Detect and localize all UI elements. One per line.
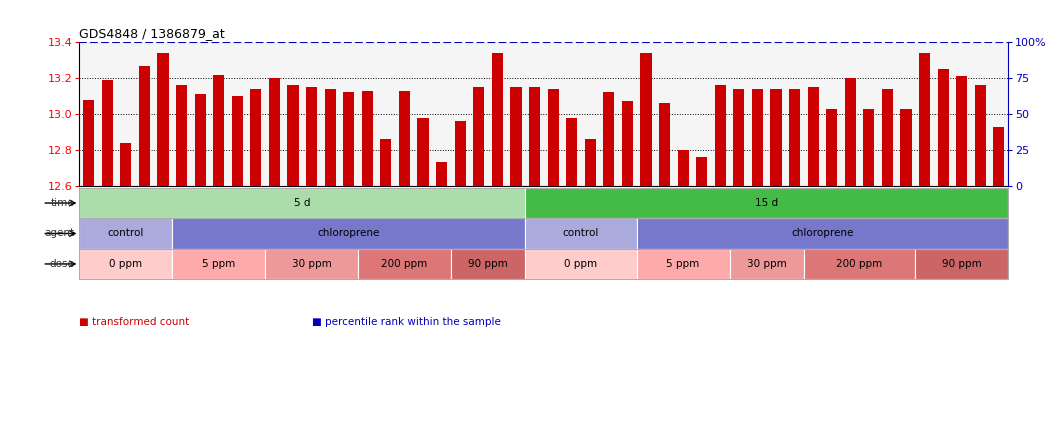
Bar [528, 87, 540, 186]
Bar [937, 69, 949, 186]
Bar [733, 89, 744, 186]
Text: time: time [51, 198, 74, 208]
Bar [678, 150, 688, 186]
Bar [525, 188, 1008, 218]
Bar [121, 143, 131, 186]
Bar [454, 121, 466, 186]
Text: 90 ppm: 90 ppm [468, 259, 508, 269]
Bar [863, 109, 875, 186]
Bar [882, 89, 893, 186]
Bar [636, 218, 1008, 249]
Text: ■ percentile rank within the sample: ■ percentile rank within the sample [312, 317, 501, 327]
Bar [510, 87, 521, 186]
Bar [417, 118, 429, 186]
Text: GDS4848 / 1386879_at: GDS4848 / 1386879_at [79, 27, 226, 40]
Bar [287, 85, 299, 186]
Text: 0 ppm: 0 ppm [564, 259, 597, 269]
Bar [525, 249, 636, 279]
Bar [195, 94, 205, 186]
Text: 30 ppm: 30 ppm [291, 259, 331, 269]
Bar [752, 89, 762, 186]
Bar [232, 96, 243, 186]
Bar [79, 249, 173, 279]
Bar [808, 87, 819, 186]
Text: 90 ppm: 90 ppm [941, 259, 982, 269]
Bar [173, 249, 265, 279]
Text: 30 ppm: 30 ppm [747, 259, 787, 269]
Bar [715, 85, 725, 186]
Bar [548, 89, 559, 186]
Bar [915, 249, 1008, 279]
Bar [900, 109, 912, 186]
Text: dose: dose [50, 259, 74, 269]
Bar [491, 53, 503, 186]
Bar [84, 100, 94, 186]
Text: 0 ppm: 0 ppm [109, 259, 142, 269]
Text: 15 d: 15 d [755, 198, 778, 208]
Bar [473, 87, 484, 186]
Bar [358, 249, 451, 279]
Bar [79, 218, 173, 249]
Text: 5 d: 5 d [294, 198, 310, 208]
Bar [139, 66, 150, 186]
Bar [604, 93, 614, 186]
Text: ■ transformed count: ■ transformed count [79, 317, 190, 327]
Bar [343, 93, 355, 186]
Bar [696, 157, 707, 186]
Bar [269, 78, 280, 186]
Bar [622, 102, 633, 186]
Bar [585, 139, 596, 186]
Bar [993, 126, 1004, 186]
Bar [641, 53, 651, 186]
Text: chloroprene: chloroprene [318, 228, 380, 239]
Bar [636, 249, 730, 279]
Bar [956, 77, 967, 186]
Bar [173, 218, 525, 249]
Bar [436, 162, 447, 186]
Bar [974, 85, 986, 186]
Bar [362, 91, 373, 186]
Bar [79, 188, 525, 218]
Text: 5 ppm: 5 ppm [202, 259, 235, 269]
Text: 200 ppm: 200 ppm [837, 259, 883, 269]
Text: 5 ppm: 5 ppm [666, 259, 700, 269]
Bar [306, 87, 318, 186]
Bar [213, 74, 225, 186]
Bar [730, 249, 804, 279]
Text: agent: agent [44, 228, 74, 239]
Bar [451, 249, 525, 279]
Bar [659, 103, 670, 186]
Bar [789, 89, 801, 186]
Bar [804, 249, 915, 279]
Bar [325, 89, 336, 186]
Text: control: control [108, 228, 144, 239]
Bar [265, 249, 358, 279]
Text: control: control [562, 228, 599, 239]
Bar [399, 91, 410, 186]
Bar [845, 78, 856, 186]
Bar [567, 118, 577, 186]
Bar [919, 53, 930, 186]
Bar [158, 53, 168, 186]
Bar [826, 109, 838, 186]
Bar [250, 89, 262, 186]
Bar [102, 80, 113, 186]
Text: 200 ppm: 200 ppm [381, 259, 428, 269]
Text: chloroprene: chloroprene [791, 228, 854, 239]
Bar [525, 218, 636, 249]
Bar [770, 89, 782, 186]
Bar [380, 139, 392, 186]
Bar [176, 85, 187, 186]
